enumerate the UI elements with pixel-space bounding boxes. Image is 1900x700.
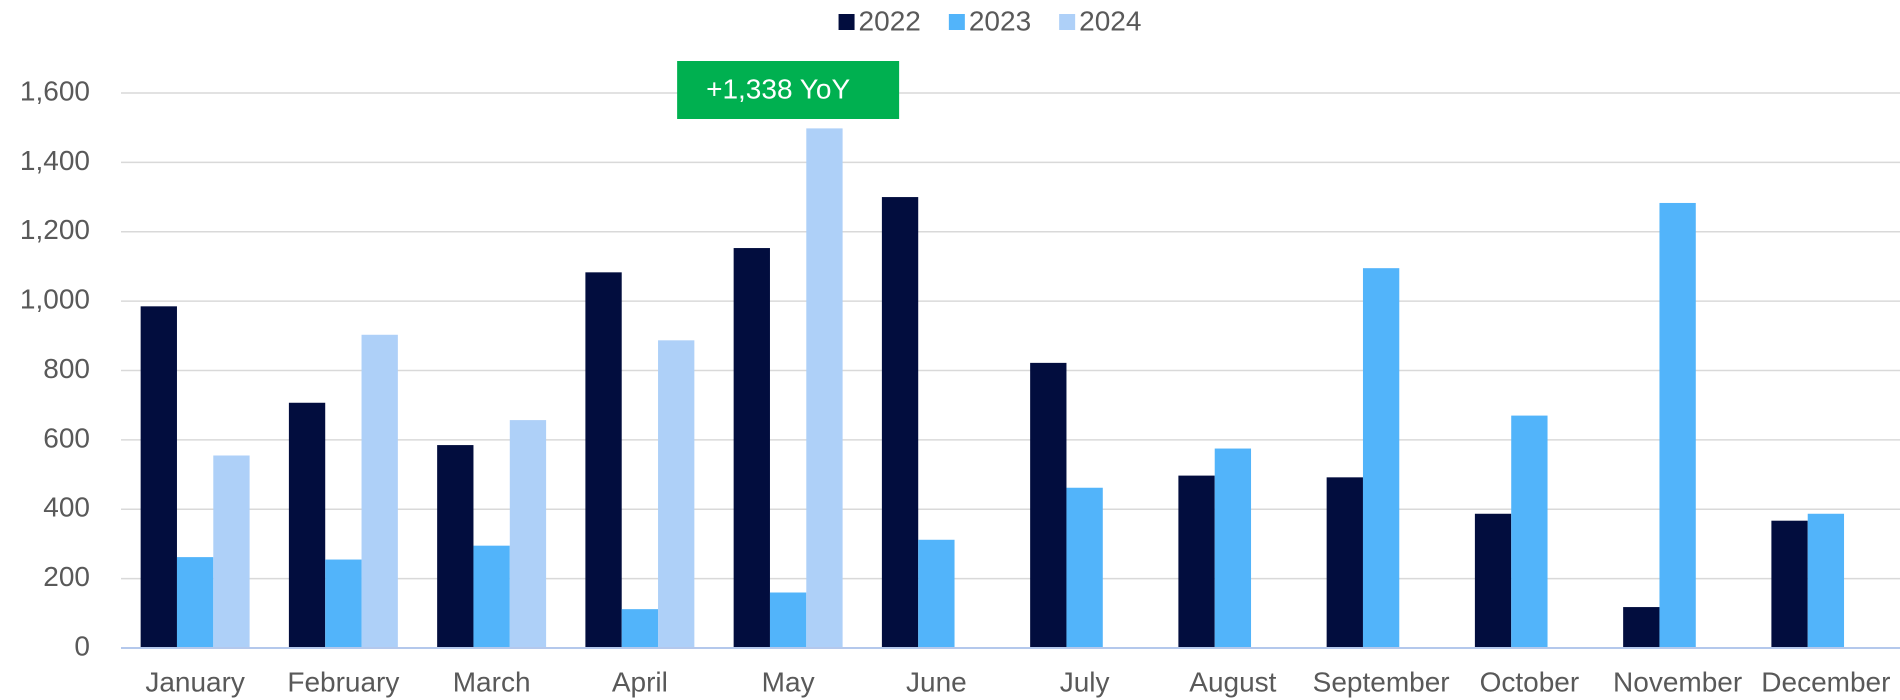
annotation-text: +1,338 YoY bbox=[706, 73, 850, 104]
bar bbox=[1066, 487, 1103, 648]
bar bbox=[1511, 415, 1548, 648]
legend-label: 2023 bbox=[969, 5, 1031, 36]
y-tick-label: 600 bbox=[43, 422, 90, 453]
bar bbox=[176, 557, 214, 648]
bar bbox=[769, 592, 807, 648]
bar bbox=[288, 402, 326, 648]
bar bbox=[213, 455, 250, 648]
y-tick-label: 200 bbox=[43, 561, 90, 592]
bar bbox=[1214, 448, 1252, 648]
legend: 2022 2023 2024 bbox=[838, 5, 1141, 36]
y-tick-label: 800 bbox=[43, 353, 90, 384]
bar bbox=[585, 272, 622, 648]
legend-swatch bbox=[838, 14, 855, 30]
bar bbox=[1030, 362, 1067, 648]
x-tick-label: March bbox=[453, 666, 531, 697]
x-tick-label: October bbox=[1480, 666, 1580, 697]
y-tick-label: 0 bbox=[74, 630, 90, 661]
bar bbox=[325, 559, 362, 648]
bar bbox=[621, 609, 659, 648]
x-tick-label: April bbox=[612, 666, 668, 697]
y-tick-label: 1,200 bbox=[20, 214, 90, 245]
bar bbox=[733, 248, 770, 648]
bar bbox=[1326, 477, 1363, 648]
y-tick-label: 400 bbox=[43, 492, 90, 523]
bar bbox=[1771, 520, 1808, 648]
bar bbox=[1659, 202, 1696, 648]
bar bbox=[1623, 607, 1660, 648]
x-tick-label: May bbox=[762, 666, 815, 697]
bar bbox=[140, 306, 177, 648]
x-tick-label: February bbox=[287, 666, 399, 697]
bar bbox=[361, 334, 398, 648]
x-tick-label: November bbox=[1613, 666, 1742, 697]
y-tick-label: 1,400 bbox=[20, 145, 90, 176]
x-tick-label: August bbox=[1189, 666, 1276, 697]
bar bbox=[806, 128, 843, 649]
bar bbox=[509, 420, 547, 648]
bar bbox=[658, 340, 695, 648]
bar bbox=[918, 539, 955, 648]
bar bbox=[473, 545, 510, 648]
x-tick-label: January bbox=[145, 666, 245, 697]
y-tick-label: 1,000 bbox=[20, 284, 90, 315]
legend-label: 2024 bbox=[1079, 5, 1141, 36]
bar bbox=[881, 197, 919, 648]
y-tick-label: 1,600 bbox=[20, 75, 90, 106]
x-tick-label: July bbox=[1060, 666, 1110, 697]
legend-swatch bbox=[1059, 14, 1076, 30]
x-tick-label: June bbox=[906, 666, 967, 697]
bar bbox=[1362, 268, 1400, 648]
legend-swatch bbox=[948, 14, 965, 30]
x-tick-label: September bbox=[1313, 666, 1450, 697]
bar bbox=[1474, 513, 1512, 648]
bar bbox=[1178, 475, 1215, 648]
bar bbox=[1807, 513, 1845, 648]
x-tick-label: December bbox=[1761, 666, 1890, 697]
bar bbox=[437, 445, 474, 648]
annotation-box bbox=[677, 61, 900, 119]
legend-label: 2022 bbox=[859, 5, 921, 36]
